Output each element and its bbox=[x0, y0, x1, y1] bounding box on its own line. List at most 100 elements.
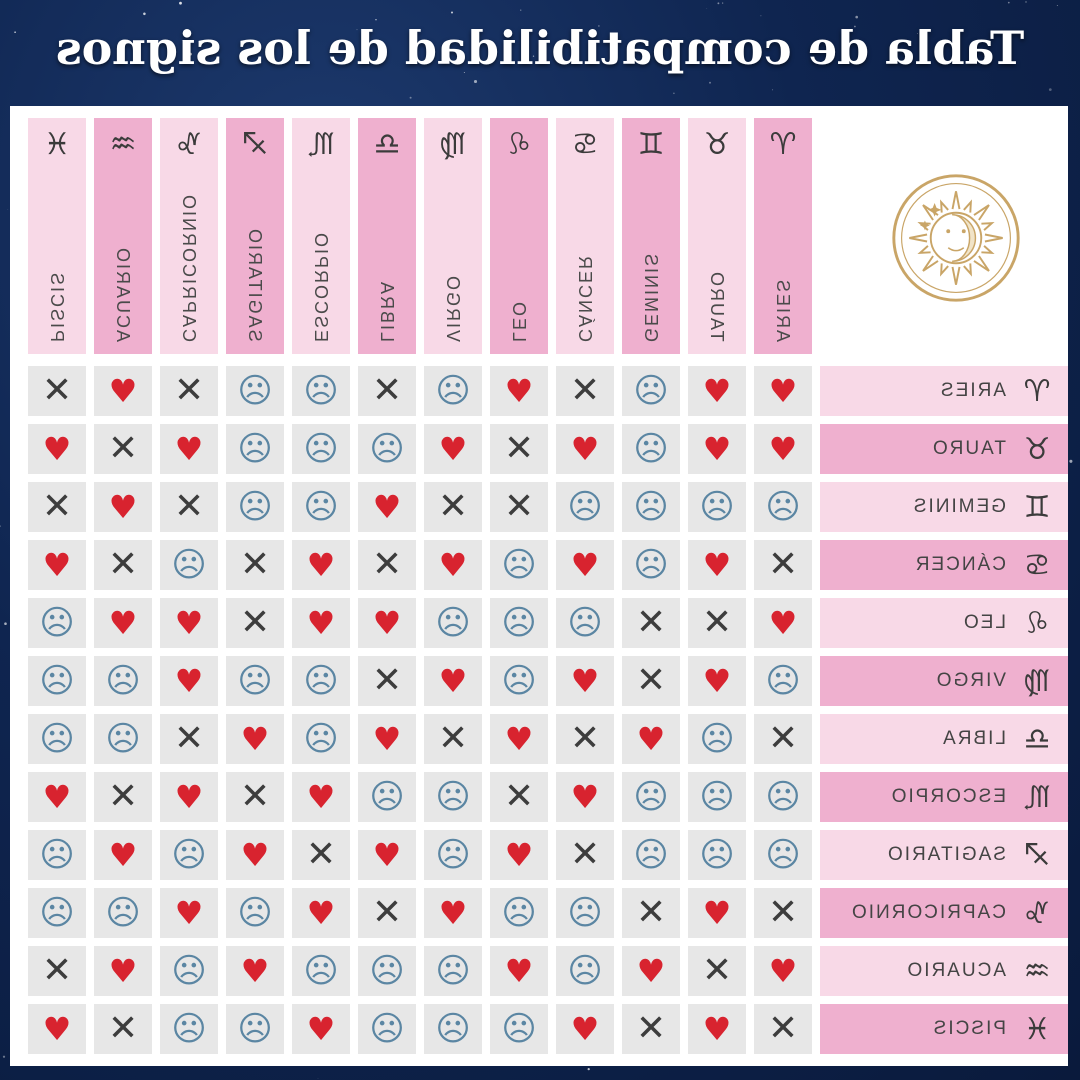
matrix-cell: ☹ bbox=[556, 598, 614, 648]
row-label: ARIES bbox=[938, 380, 1006, 401]
heart-icon: ♥ bbox=[438, 662, 468, 700]
matrix-cell: ♥ bbox=[622, 946, 680, 996]
matrix-cell: ☹ bbox=[424, 366, 482, 416]
heart-icon: ♥ bbox=[504, 952, 534, 990]
heart-icon: ♥ bbox=[306, 778, 336, 816]
matrix-cell: ☹ bbox=[688, 714, 746, 764]
matrix-cell: ♥ bbox=[556, 1004, 614, 1054]
neutral-face-icon: ☹ bbox=[369, 777, 405, 817]
matrix-cell: ☹ bbox=[622, 830, 680, 880]
x-icon: ✕ bbox=[107, 428, 139, 469]
matrix-cell: ☹ bbox=[622, 482, 680, 532]
matrix-cell: ☹ bbox=[688, 772, 746, 822]
matrix-cell: ☹ bbox=[490, 598, 548, 648]
matrix-cell: ♥ bbox=[292, 540, 350, 590]
heart-icon: ♥ bbox=[702, 430, 732, 468]
column-label: LIBRA bbox=[377, 279, 398, 342]
x-icon: ✕ bbox=[767, 892, 799, 933]
column-header-tauro: ♉︎ TAURO bbox=[688, 118, 746, 354]
x-icon: ✕ bbox=[371, 370, 403, 411]
heart-icon: ♥ bbox=[240, 720, 270, 758]
column-header-virgo: ♍︎ VIRGO bbox=[424, 118, 482, 354]
neutral-face-icon: ☹ bbox=[567, 603, 603, 643]
neutral-face-icon: ☹ bbox=[237, 1009, 273, 1049]
column-header-aries: ♈︎ ARIES bbox=[754, 118, 812, 354]
heart-icon: ♥ bbox=[372, 836, 402, 874]
aries-symbol-icon: ♈︎ bbox=[1023, 373, 1051, 409]
x-icon: ✕ bbox=[41, 370, 73, 411]
neutral-face-icon: ☹ bbox=[237, 429, 273, 469]
matrix-cell: ☹ bbox=[622, 366, 680, 416]
matrix-cell: ✕ bbox=[424, 482, 482, 532]
neutral-face-icon: ☹ bbox=[39, 719, 75, 759]
neutral-face-icon: ☹ bbox=[303, 429, 339, 469]
column-label: TAURO bbox=[707, 270, 728, 342]
heart-icon: ♥ bbox=[306, 546, 336, 584]
matrix-cell: ✕ bbox=[622, 598, 680, 648]
x-icon: ✕ bbox=[437, 718, 469, 759]
matrix-cell: ☹ bbox=[160, 946, 218, 996]
x-icon: ✕ bbox=[371, 892, 403, 933]
matrix-cell: ☹ bbox=[226, 1004, 284, 1054]
matrix-cell: ✕ bbox=[358, 366, 416, 416]
neutral-face-icon: ☹ bbox=[435, 371, 471, 411]
matrix-cell: ✕ bbox=[622, 656, 680, 706]
matrix-cell: ☹ bbox=[424, 1004, 482, 1054]
matrix-cell: ♥ bbox=[688, 366, 746, 416]
heart-icon: ♥ bbox=[372, 720, 402, 758]
row-header-aries: ♈︎ ARIES bbox=[820, 366, 1068, 416]
matrix-cell: ✕ bbox=[424, 714, 482, 764]
matrix-cell: ☹ bbox=[556, 482, 614, 532]
heart-icon: ♥ bbox=[174, 604, 204, 642]
neutral-face-icon: ☹ bbox=[633, 777, 669, 817]
matrix-cell: ✕ bbox=[490, 424, 548, 474]
neutral-face-icon: ☹ bbox=[237, 893, 273, 933]
neutral-face-icon: ☹ bbox=[237, 371, 273, 411]
neutral-face-icon: ☹ bbox=[633, 835, 669, 875]
page-title: Tabla de compatibilidad de los signos bbox=[55, 21, 1025, 75]
neutral-face-icon: ☹ bbox=[501, 603, 537, 643]
column-label: GEMINIS bbox=[641, 251, 662, 342]
neutral-face-icon: ☹ bbox=[303, 371, 339, 411]
row-header-acuario: ♒︎ ACUARIO bbox=[820, 946, 1068, 996]
matrix-cell: ☹ bbox=[754, 656, 812, 706]
matrix-cell: ♥ bbox=[358, 598, 416, 648]
matrix-cell: ♥ bbox=[556, 656, 614, 706]
matrix-cell: ♥ bbox=[688, 1004, 746, 1054]
matrix-cell: ✕ bbox=[28, 482, 86, 532]
matrix-cell: ✕ bbox=[490, 772, 548, 822]
matrix-cell: ♥ bbox=[160, 772, 218, 822]
neutral-face-icon: ☹ bbox=[633, 545, 669, 585]
column-header-geminis: ♊︎ GEMINIS bbox=[622, 118, 680, 354]
matrix-cell: ☹ bbox=[226, 482, 284, 532]
neutral-face-icon: ☹ bbox=[105, 719, 141, 759]
matrix-cell: ✕ bbox=[358, 656, 416, 706]
column-header-escorpio: ♏︎ ESCORPIO bbox=[292, 118, 350, 354]
heart-icon: ♥ bbox=[306, 1010, 336, 1048]
column-label: LEO bbox=[509, 299, 530, 342]
libra-symbol-icon: ♎︎ bbox=[373, 127, 401, 162]
neutral-face-icon: ☹ bbox=[633, 429, 669, 469]
neutral-face-icon: ☹ bbox=[633, 487, 669, 527]
row-label: TAURO bbox=[930, 438, 1006, 459]
matrix-cell: ♥ bbox=[160, 598, 218, 648]
matrix-cell: ✕ bbox=[160, 366, 218, 416]
matrix-cell: ☹ bbox=[754, 482, 812, 532]
x-icon: ✕ bbox=[635, 892, 667, 933]
sun-moon-logo bbox=[856, 118, 1056, 358]
matrix-cell: ☹ bbox=[688, 830, 746, 880]
leo-symbol-icon: ♌︎ bbox=[1023, 605, 1051, 641]
matrix-cell: ✕ bbox=[160, 482, 218, 532]
matrix-cell: ☹ bbox=[358, 1004, 416, 1054]
heart-icon: ♥ bbox=[768, 952, 798, 990]
matrix-cell: ✕ bbox=[754, 714, 812, 764]
x-icon: ✕ bbox=[41, 486, 73, 527]
x-icon: ✕ bbox=[701, 602, 733, 643]
column-header-libra: ♎︎ LIBRA bbox=[358, 118, 416, 354]
matrix-cell: ☹ bbox=[226, 366, 284, 416]
x-icon: ✕ bbox=[173, 486, 205, 527]
x-icon: ✕ bbox=[239, 776, 271, 817]
matrix-cell: ♥ bbox=[424, 540, 482, 590]
neutral-face-icon: ☹ bbox=[567, 951, 603, 991]
neutral-face-icon: ☹ bbox=[237, 487, 273, 527]
